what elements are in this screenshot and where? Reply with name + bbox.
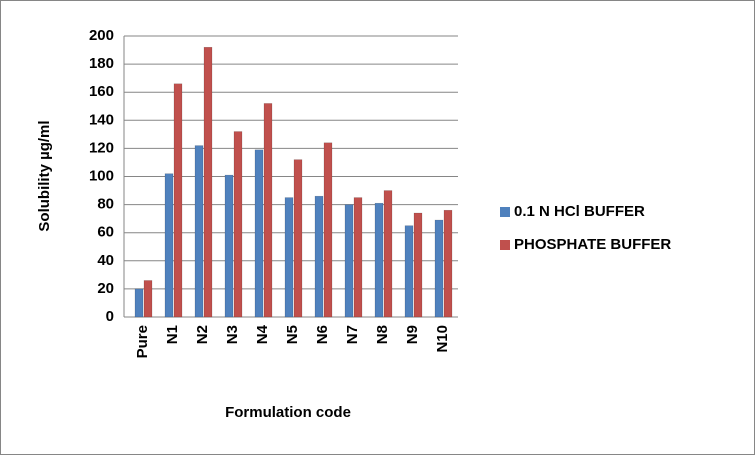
bar — [314, 195, 324, 318]
x-tick-label: N4 — [254, 324, 271, 344]
legend-swatch — [500, 207, 510, 217]
legend-swatch — [500, 240, 510, 250]
y-tick-label: 20 — [97, 280, 114, 297]
y-tick-label: 140 — [89, 111, 114, 128]
x-tick-label: N5 — [284, 325, 301, 344]
bar — [374, 202, 384, 318]
bar — [383, 190, 393, 318]
bar — [203, 46, 213, 318]
x-tick-label: N2 — [194, 325, 211, 344]
x-axis-title: Formulation code — [225, 404, 351, 421]
x-tick-label: N9 — [404, 325, 421, 344]
bar — [173, 83, 183, 318]
bar — [404, 225, 414, 318]
x-tick-label: N6 — [314, 325, 331, 344]
y-tick-label: 0 — [106, 308, 114, 325]
bar — [263, 103, 273, 318]
bar — [434, 219, 444, 318]
y-tick-label: 60 — [97, 224, 114, 241]
y-axis-title: Solubility µg/ml — [36, 120, 53, 231]
bar — [344, 204, 354, 318]
bar — [143, 280, 153, 318]
bar — [134, 288, 144, 318]
y-tick-label: 100 — [89, 167, 114, 184]
x-tick-label: Pure — [134, 325, 151, 358]
bar — [194, 145, 204, 318]
x-tick-label: N1 — [164, 325, 181, 344]
bar — [293, 159, 303, 318]
bar — [413, 212, 423, 318]
bar — [443, 209, 453, 318]
bar — [224, 174, 234, 318]
bar — [284, 197, 294, 318]
legend-label: 0.1 N HCl BUFFER — [514, 203, 645, 220]
y-tick-label: 40 — [97, 252, 114, 269]
bar — [164, 173, 174, 318]
bar — [323, 142, 333, 318]
bar — [254, 149, 264, 318]
x-tick-label: N7 — [344, 325, 361, 344]
x-tick-label: N10 — [434, 325, 451, 353]
y-tick-label: 180 — [89, 55, 114, 72]
y-tick-label: 80 — [97, 196, 114, 213]
x-tick-label: N3 — [224, 325, 241, 344]
y-tick-label: 120 — [89, 139, 114, 156]
y-tick-label: 200 — [89, 27, 114, 44]
bar — [233, 131, 243, 318]
legend-label: PHOSPHATE BUFFER — [514, 236, 671, 253]
x-tick-label: N8 — [374, 325, 391, 344]
y-tick-label: 160 — [89, 83, 114, 100]
bar — [353, 197, 363, 318]
